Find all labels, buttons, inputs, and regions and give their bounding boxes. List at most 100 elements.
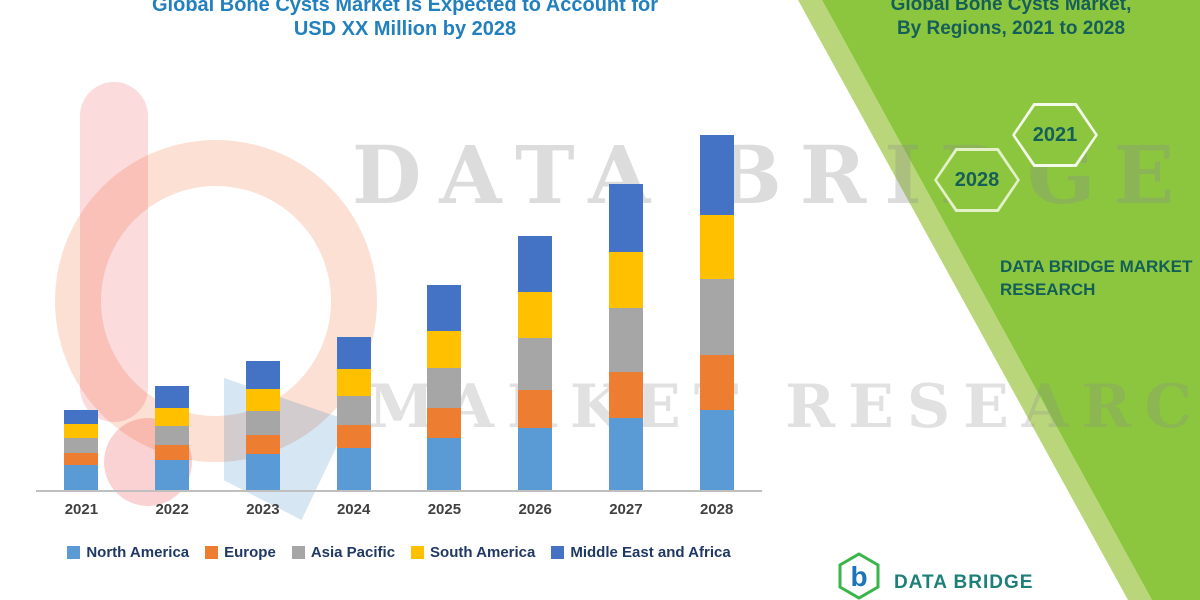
bar-segment [64, 410, 99, 424]
bar-column [581, 130, 671, 490]
hexagon-2021-label: 2021 [1032, 123, 1078, 146]
bar-2027 [608, 184, 643, 490]
bar-2026 [518, 236, 553, 490]
bar-2023 [245, 361, 280, 490]
bar-column [36, 130, 126, 490]
bar-segment [427, 408, 462, 438]
legend-item: Asia Pacific [291, 544, 396, 561]
bar-2021 [64, 410, 99, 490]
legend-swatch [411, 546, 425, 559]
bar-segment [699, 135, 734, 215]
legend: North America Europe Asia Pacific South Ame… [36, 544, 762, 561]
legend-swatch [551, 546, 565, 559]
bar-segment [336, 369, 371, 396]
watermark-logo-bar [80, 82, 148, 422]
bar-segment [64, 438, 99, 453]
bar-segment [518, 428, 553, 490]
bar-segment [608, 418, 643, 490]
bar-2028 [699, 135, 734, 490]
side-panel-title-line1: Global Bone Cysts Market, [890, 0, 1132, 15]
x-axis-label: 2023 [246, 501, 280, 518]
x-axis-label: 2028 [699, 501, 734, 518]
bar-segment [518, 292, 553, 338]
legend-label: North America [86, 544, 190, 561]
hexagon-2028-label: 2028 [954, 168, 1000, 191]
stacked-bar-chart: 2021 2022 2023 2024 2025 2026 2027 2028 North A… [36, 130, 762, 561]
legend-item: South America [411, 544, 535, 561]
bar-segment [336, 396, 371, 425]
bar-segment [336, 425, 371, 448]
bar-segment [699, 355, 734, 410]
legend-label: Middle East and Africa [570, 544, 731, 561]
x-axis-labels: 2021 2022 2023 2024 2025 2026 2027 2028 [36, 501, 762, 518]
watermark-text-line2: MARKET RESEARCH [368, 372, 1200, 442]
side-panel-brand: DATA BRIDGE MARKET RESEARCH [1000, 255, 1200, 301]
panel-green-shape [822, 0, 1200, 600]
bar-segment [155, 426, 190, 445]
bar-column [309, 130, 399, 490]
bar-segment [64, 424, 99, 438]
side-panel-title-line2: By Regions, 2021 to 2028 [896, 18, 1126, 39]
bar-segment [518, 338, 553, 390]
bar-segment [427, 285, 462, 331]
bar-segment [64, 453, 99, 465]
footer-logo-text: DATA BRIDGE [894, 572, 1034, 593]
x-axis-label: 2022 [155, 501, 189, 518]
bar-column [490, 130, 580, 490]
bar-segment [336, 448, 371, 490]
bar-segment [518, 390, 553, 428]
bar-2022 [155, 386, 190, 490]
bar-segment [245, 411, 280, 435]
legend-swatch [291, 546, 305, 559]
x-axis-label: 2024 [336, 501, 371, 518]
footer-logo: b DATA BRIDGE [836, 552, 1033, 600]
legend-swatch [67, 546, 81, 559]
bar-2024 [336, 337, 371, 490]
side-panel-brand-line1: DATA BRIDGE MARKET [1000, 257, 1193, 276]
chart-title: Global Bone Cysts Market is Expected to … [40, 0, 770, 41]
bar-segment [155, 386, 190, 408]
legend-label: South America [430, 544, 536, 561]
x-axis-label: 2027 [609, 501, 643, 518]
bar-column [127, 130, 217, 490]
side-panel-brand-line2: RESEARCH [1000, 280, 1096, 299]
chart-title-line1: Global Bone Cysts Market is Expected to … [151, 0, 659, 16]
bar-segment [155, 445, 190, 460]
bar-segment [608, 372, 643, 418]
bar-segment [245, 361, 280, 389]
chart-title-line2: USD XX Million by 2028 [293, 18, 517, 40]
bar-segment [427, 368, 462, 408]
bar-segment [699, 215, 734, 279]
bar-segment [608, 184, 643, 252]
bar-segment [245, 389, 280, 411]
bar-segment [64, 465, 99, 490]
legend-label: Asia Pacific [310, 544, 396, 561]
legend-item: North America [67, 544, 189, 561]
x-axis-label: 2021 [64, 501, 99, 518]
bar-segment [608, 252, 643, 308]
x-axis-label: 2026 [518, 501, 552, 518]
legend-item: Middle East and Africa [551, 544, 731, 561]
bar-segment [245, 435, 280, 454]
bar-segment [699, 279, 734, 355]
bar-column [399, 130, 489, 490]
x-axis-label: 2025 [427, 501, 462, 518]
bar-column [218, 130, 308, 490]
bar-column [672, 130, 762, 490]
data-bridge-logo-icon: b [838, 552, 880, 600]
bar-segment [155, 460, 190, 490]
plot-area [36, 130, 762, 492]
svg-text:b: b [850, 561, 867, 592]
bar-segment [245, 454, 280, 490]
panel-light-stripe [798, 0, 1152, 600]
bar-segment [427, 438, 462, 490]
legend-item: Europe [205, 544, 276, 561]
hexagon-2021: 2021 [1012, 103, 1098, 167]
legend-label: Europe [224, 544, 276, 561]
side-panel-title: Global Bone Cysts Market, By Regions, 20… [856, 0, 1166, 41]
bar-2025 [427, 285, 462, 490]
bar-segment [608, 308, 643, 372]
bar-segment [336, 337, 371, 369]
legend-swatch [205, 546, 219, 559]
